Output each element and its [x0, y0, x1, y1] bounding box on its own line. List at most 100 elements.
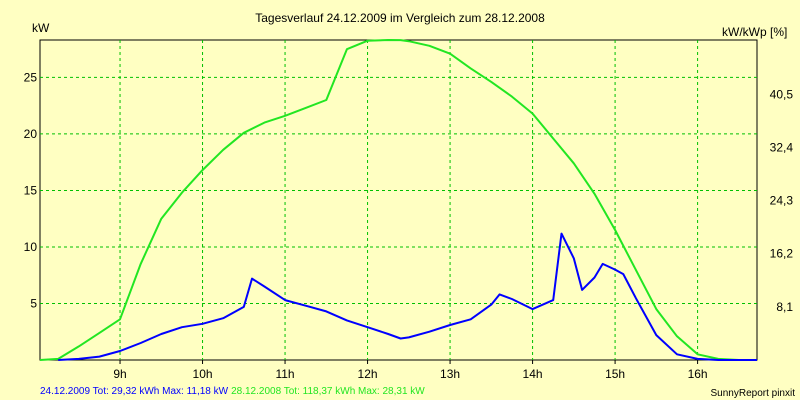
- data-point: [38, 358, 41, 361]
- data-point: [581, 288, 584, 291]
- data-point: [449, 323, 452, 326]
- x-tick-label: 12h: [358, 367, 378, 381]
- data-point: [57, 358, 60, 361]
- data-point: [387, 332, 390, 335]
- data-point: [387, 38, 390, 41]
- legend-entry-2009: 24.12.2009 Tot: 29,32 kWh Max: 11,18 kW: [40, 386, 229, 397]
- data-point: [399, 39, 402, 42]
- data-point: [531, 112, 534, 115]
- data-point: [304, 304, 307, 307]
- series-line-28-12-2008: [39, 39, 757, 361]
- right-axis-label: kW/kWp [%]: [722, 25, 787, 39]
- data-point: [696, 353, 699, 356]
- data-point: [498, 293, 501, 296]
- series-line-24-12-2009: [58, 232, 757, 361]
- data-point: [160, 332, 163, 335]
- data-point: [614, 228, 617, 231]
- y-tick-label-left: 10: [24, 240, 38, 254]
- data-point: [634, 268, 637, 271]
- data-point: [655, 334, 658, 337]
- data-point: [139, 262, 142, 265]
- data-point: [510, 95, 513, 98]
- plot-area: [39, 39, 758, 361]
- data-point: [222, 148, 225, 151]
- y-tick-label-right: 40,5: [770, 87, 794, 101]
- data-point: [572, 257, 575, 260]
- data-point: [531, 308, 534, 311]
- data-point: [490, 80, 493, 83]
- y-tick-label-left: 20: [24, 127, 38, 141]
- data-point: [201, 322, 204, 325]
- y-tick-label-left: 15: [24, 183, 38, 197]
- data-point: [98, 331, 101, 334]
- data-point: [572, 162, 575, 165]
- data-point: [717, 358, 720, 361]
- data-point: [77, 357, 80, 360]
- x-tick-label: 16h: [688, 367, 708, 381]
- grid: [40, 40, 757, 360]
- data-point: [366, 39, 369, 42]
- data-point: [593, 276, 596, 279]
- data-point: [242, 131, 245, 134]
- data-point: [737, 358, 740, 361]
- left-axis-label: kW: [32, 21, 50, 35]
- data-point: [399, 337, 402, 340]
- data-point: [407, 40, 410, 43]
- data-point: [552, 299, 555, 302]
- data-point: [250, 277, 253, 280]
- data-point: [622, 273, 625, 276]
- data-point: [755, 358, 758, 361]
- data-point: [222, 317, 225, 320]
- data-point: [118, 349, 121, 352]
- data-point: [634, 296, 637, 299]
- data-point: [345, 319, 348, 322]
- data-point: [263, 285, 266, 288]
- data-point: [593, 192, 596, 195]
- data-point: [118, 318, 121, 321]
- data-point: [284, 114, 287, 117]
- x-tick-label: 10h: [193, 367, 213, 381]
- y-tick-label-right: 8,1: [776, 300, 793, 314]
- data-point: [428, 44, 431, 47]
- data-point: [675, 335, 678, 338]
- y-tick-label-right: 16,2: [770, 247, 794, 261]
- data-point: [139, 341, 142, 344]
- data-point: [428, 330, 431, 333]
- x-tick-label: 9h: [113, 367, 126, 381]
- data-point: [552, 137, 555, 140]
- data-point: [180, 191, 183, 194]
- series-layer: [38, 38, 758, 361]
- y-tick-label-left: 5: [30, 296, 37, 310]
- data-point: [242, 305, 245, 308]
- data-point: [304, 106, 307, 109]
- data-point: [449, 52, 452, 55]
- x-tick-label: 11h: [275, 367, 294, 381]
- x-tick-label: 15h: [605, 367, 625, 381]
- data-point: [469, 318, 472, 321]
- data-point: [675, 353, 678, 356]
- data-point: [160, 217, 163, 220]
- y-tick-label-right: 32,4: [770, 140, 794, 154]
- data-point: [284, 299, 287, 302]
- data-point: [655, 308, 658, 311]
- data-point: [345, 48, 348, 51]
- data-point: [98, 355, 101, 358]
- x-tick-label: 13h: [440, 367, 460, 381]
- data-point: [601, 262, 604, 265]
- y-tick-label-left: 25: [24, 70, 38, 84]
- y-tick-label-right: 24,3: [770, 194, 794, 208]
- axes: 9h 10h 11h 12h 13h 14h 15h 16h 5 10 15 20 25 8,1 16,2 2…: [24, 70, 794, 381]
- data-point: [325, 98, 328, 101]
- x-tick-label: 14h: [523, 367, 543, 381]
- data-point: [366, 326, 369, 329]
- data-point: [407, 336, 410, 339]
- data-point: [614, 268, 617, 271]
- data-point: [510, 297, 513, 300]
- data-point: [263, 121, 266, 124]
- legend-entry-2008: 28.12.2008 Tot: 118,37 kWh Max: 28,31 kW: [231, 386, 425, 397]
- data-point: [560, 232, 563, 235]
- data-point: [77, 345, 80, 348]
- footer-credit: SunnyReport pinxit: [711, 388, 796, 399]
- chart-title: Tagesverlauf 24.12.2009 im Vergleich zum…: [255, 11, 545, 25]
